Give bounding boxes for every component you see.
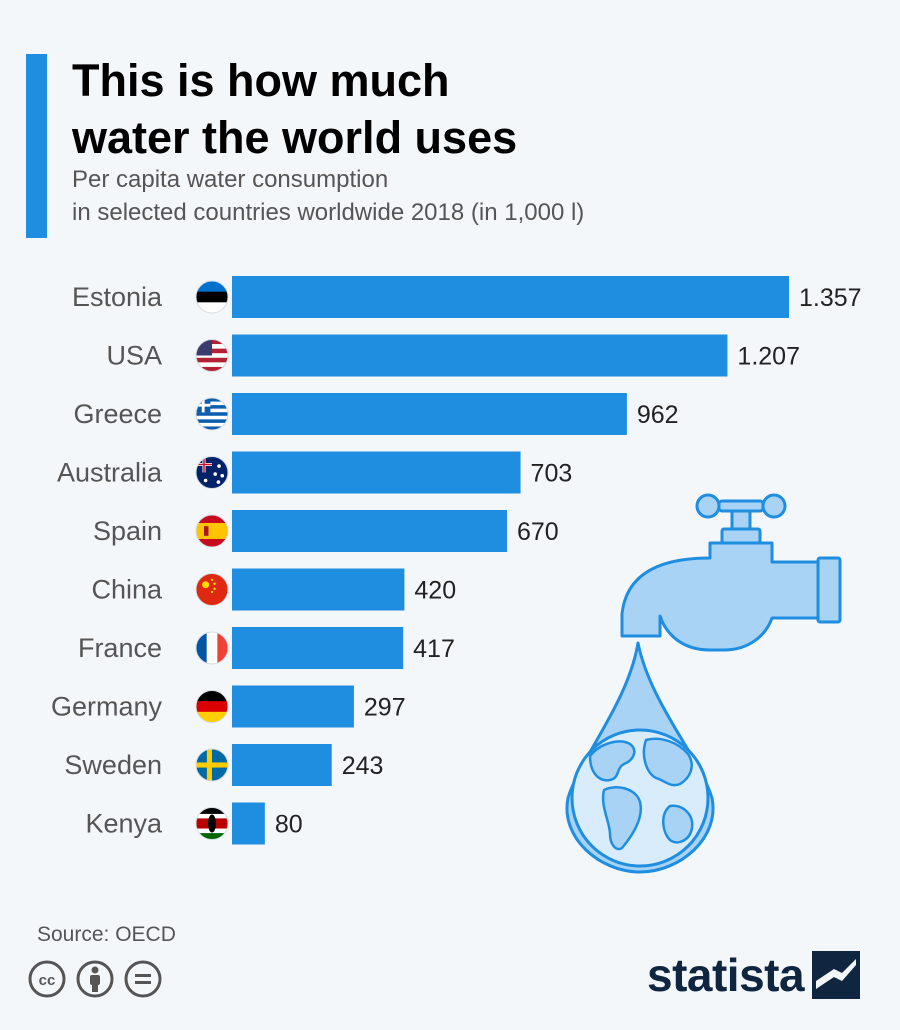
bar-row: Estonia 1.357 [72,276,862,318]
france-flag-icon [195,631,229,665]
bar [232,451,521,494]
bar-row: Germany 297 [51,685,406,728]
chart-subtitle: Per capita water consumption in selected… [72,163,772,229]
bar [232,393,627,435]
value-label: 297 [364,694,406,722]
category-label: Spain [93,516,162,546]
category-label: Kenya [85,809,163,839]
svg-text:cc: cc [39,972,56,989]
value-label: 1.357 [799,284,862,312]
bar [232,276,789,318]
license-icons: cc [27,959,163,999]
kenya-flag-icon [195,807,229,840]
category-label: Greece [73,399,162,429]
faucet-with-water-drop-globe-icon [565,493,842,874]
australia-flag-icon [195,456,229,489]
category-label: Estonia [72,282,163,312]
value-label: 417 [413,635,455,663]
value-label: 670 [517,518,559,546]
title-line-1: This is how much [72,55,450,106]
bar-row: France 417 [78,627,455,669]
value-label: 243 [342,752,384,780]
subtitle-line-1: Per capita water consumption [72,166,389,193]
value-label: 420 [414,577,456,605]
bar [232,568,405,611]
title-line-2: water the world uses [72,112,518,163]
value-label: 703 [531,460,573,488]
value-label: 962 [637,401,679,429]
chart-title: This is how much water the world uses [72,52,772,166]
bar [232,685,354,728]
category-label: France [78,633,162,663]
brand: statista [647,948,861,1002]
sweden-flag-icon [195,748,229,782]
bar [232,334,728,377]
bar-chart: Estonia 1.357 USA 1.207 Greece 962 Australia 70… [51,276,862,845]
attribution-icon[interactable] [75,959,115,999]
brand-name: statista [647,949,805,1001]
greece-flag-icon [195,397,229,431]
creative-commons-icon[interactable]: cc [27,959,67,999]
bar [232,627,404,669]
bar-row: Sweden 243 [64,744,383,786]
category-label: USA [106,341,162,371]
category-label: Germany [51,692,163,722]
category-label: Sweden [64,750,162,780]
no-derivatives-icon[interactable] [123,959,163,999]
bar-row: Kenya 80 [85,802,303,845]
category-label: China [91,575,163,605]
bar [232,744,332,786]
bar-row: USA 1.207 [106,334,800,377]
accent-bar [26,54,47,238]
germany-flag-icon [195,690,229,723]
value-label: 1.207 [737,343,800,371]
usa-flag-icon [195,339,229,372]
bar-row: Australia 703 [57,451,573,494]
subtitle-line-2: in selected countries worldwide 2018 (in… [72,199,585,226]
estonia-flag-icon [195,280,229,314]
bar-row: Spain 670 [93,510,559,552]
bar [232,510,508,552]
bar-row: Greece 962 [73,393,679,435]
bar [232,802,265,845]
source-note: Source: OECD [37,923,176,946]
category-label: Australia [57,458,163,488]
value-label: 80 [275,811,303,839]
china-flag-icon [195,573,229,606]
statista-logo-icon [812,951,861,999]
spain-flag-icon [195,514,229,548]
bar-row: China 420 [91,568,456,611]
